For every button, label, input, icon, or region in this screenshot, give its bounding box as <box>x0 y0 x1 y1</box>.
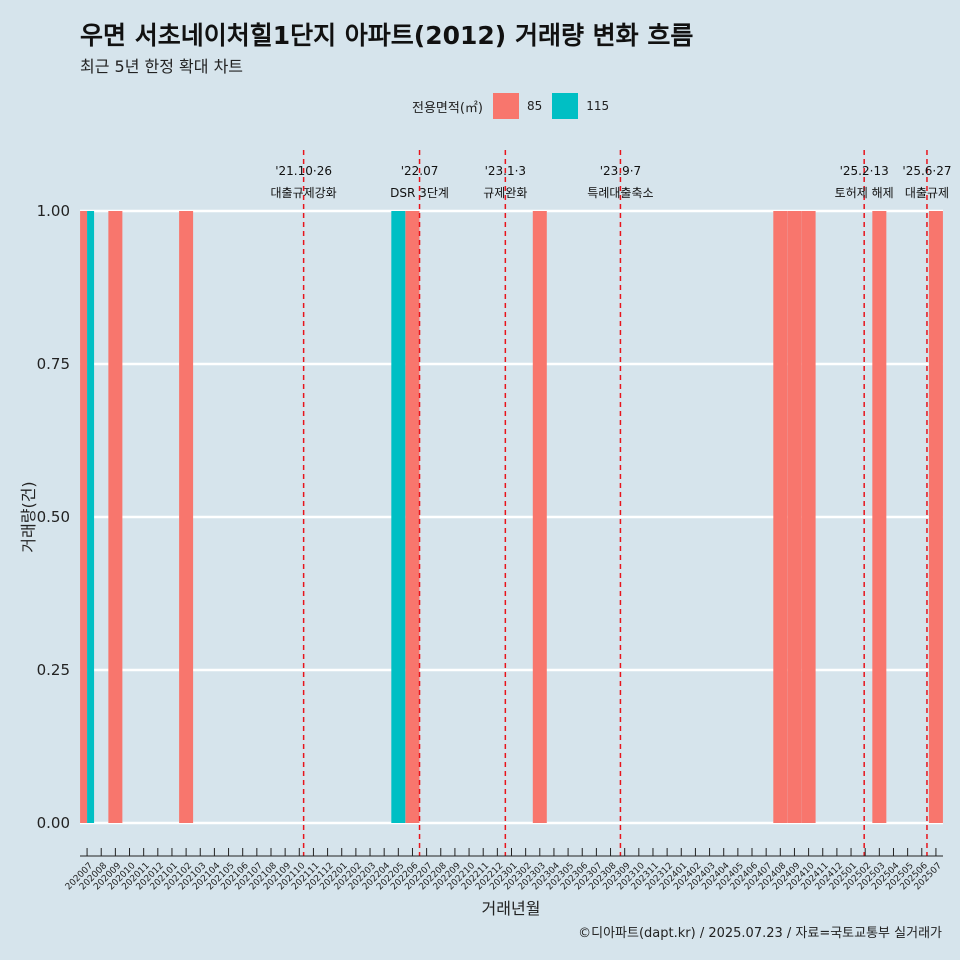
y-tick-label: 1.00 <box>37 202 70 220</box>
bar-85-202410 <box>801 211 816 823</box>
bars <box>80 211 943 823</box>
y-tick-label: 0.00 <box>37 814 70 832</box>
legend-title: 전용면적(㎡) <box>412 100 483 116</box>
event-desc-label: 토허제 해제 <box>835 186 894 200</box>
y-tick-label: 0.25 <box>37 661 70 679</box>
bar-85-202408 <box>773 211 788 823</box>
event-date-label: '23.9·7 <box>600 164 641 178</box>
chart-subtitle: 최근 5년 한정 확대 차트 <box>80 57 244 76</box>
chart-title: 우면 서초네이처힐1단지 아파트(2012) 거래량 변화 흐름 <box>80 21 694 50</box>
bar-85-202102 <box>179 211 194 823</box>
event-date-label: '21.10·26 <box>275 164 332 178</box>
event-desc-label: 대출규제강화 <box>270 186 336 200</box>
event-date-label: '25.6·27 <box>902 164 951 178</box>
bar-115-202205 <box>391 211 406 823</box>
x-axis: 2020072020082020092020102020112020122021… <box>64 848 944 892</box>
event-desc-label: 대출규제 <box>905 186 949 200</box>
event-desc-label: DSR 3단계 <box>390 186 449 200</box>
source-caption: ©디아파트(dapt.kr) / 2025.07.23 / 자료=국토교통부 실… <box>578 926 942 941</box>
y-tick-label: 0.50 <box>37 508 70 526</box>
legend-label-115: 115 <box>586 99 610 113</box>
event-desc-label: 규제완화 <box>483 186 527 200</box>
bar-85-202007 <box>80 211 88 823</box>
event-markers: '21.10·26 대출규제강화 '22.07 DSR 3단계 '23.1·3 규제완화 '… <box>270 150 952 856</box>
bar-115-202007 <box>87 211 95 823</box>
bar-85-202503 <box>872 211 887 823</box>
bar-85-202303 <box>532 211 547 823</box>
bar-85-202206 <box>405 211 420 823</box>
event-date-label: '23.1·3 <box>485 164 526 178</box>
legend-label-85: 85 <box>526 99 543 113</box>
legend: 전용면적(㎡) 85 115 <box>412 93 619 119</box>
event-date-label: '25.2·13 <box>840 164 889 178</box>
bar-85-202409 <box>787 211 802 823</box>
bar-85-202009 <box>108 211 123 823</box>
y-axis-title: 거래량(건) <box>19 481 38 552</box>
y-axis: 0.00 0.25 0.50 0.75 1.00 <box>37 202 70 832</box>
x-axis-title: 거래년월 <box>482 899 541 918</box>
bar-85-202507 <box>928 211 943 823</box>
event-date-label: '22.07 <box>401 164 439 178</box>
event-desc-label: 특례대출축소 <box>587 186 653 200</box>
legend-swatch-115 <box>552 93 579 119</box>
legend-swatch-85 <box>492 93 519 119</box>
y-tick-label: 0.75 <box>37 355 70 373</box>
